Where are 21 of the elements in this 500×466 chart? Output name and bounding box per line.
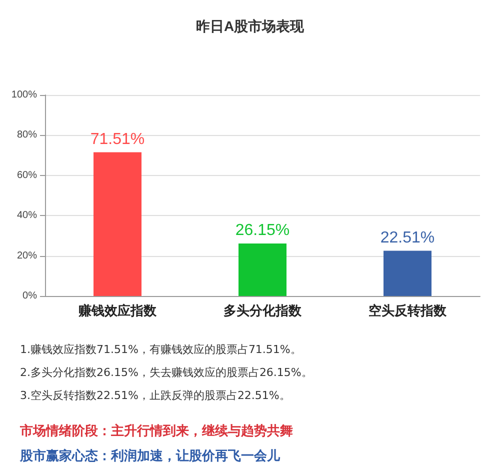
y-tick-label: 0% bbox=[22, 290, 38, 302]
x-tick-label: 空头反转指数 bbox=[368, 303, 448, 318]
text: 市场情绪阶段：主升行情到来，继续与趋势共舞 bbox=[20, 422, 294, 441]
text: 2.多头分化指数26.15%，失去赚钱效应的股票占26.15%。 bbox=[20, 365, 314, 381]
bar bbox=[94, 152, 142, 296]
x-tick-label: 赚钱效应指数 bbox=[78, 303, 158, 318]
chart-title: 昨日A股市场表现 bbox=[196, 18, 306, 34]
data-label: 26.15% bbox=[235, 222, 290, 239]
y-tick-label: 80% bbox=[16, 130, 38, 141]
x-tick-label: 多头分化指数 bbox=[224, 303, 302, 318]
data-label: 71.51% bbox=[90, 130, 145, 148]
text: 股市赢家心态：利润加速，让股价再飞一会儿 bbox=[20, 448, 281, 466]
y-tick-label: 60% bbox=[16, 170, 38, 181]
bar bbox=[238, 243, 286, 296]
y-tick-label: 40% bbox=[16, 210, 38, 222]
bar bbox=[384, 250, 432, 296]
y-tick-label: 100% bbox=[11, 90, 38, 100]
data-label: 22.51% bbox=[380, 229, 435, 246]
y-tick-label: 20% bbox=[16, 250, 38, 262]
text: 1.赚钱效应指数71.51%，有赚钱效应的股票占71.51%。 bbox=[20, 342, 302, 358]
text: 3.空头反转指数22.51%，止跌反弹的股票占22.51%。 bbox=[20, 388, 292, 404]
